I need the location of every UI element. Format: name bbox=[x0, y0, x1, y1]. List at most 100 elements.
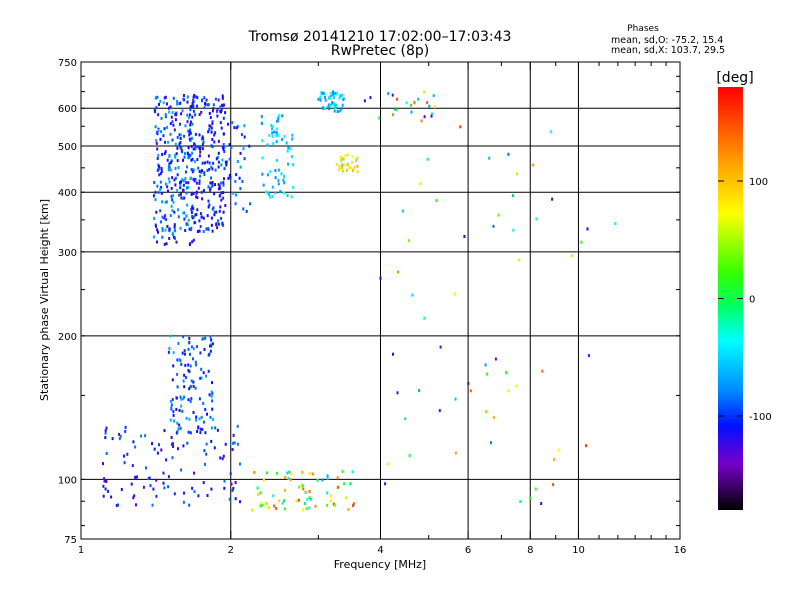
data-point bbox=[207, 369, 210, 373]
data-point bbox=[273, 130, 276, 134]
data-point bbox=[169, 399, 172, 403]
data-point bbox=[396, 108, 399, 112]
data-point bbox=[191, 101, 194, 105]
data-point bbox=[200, 110, 203, 114]
data-point bbox=[492, 224, 495, 228]
data-point bbox=[202, 230, 205, 234]
data-point bbox=[333, 91, 336, 95]
data-point bbox=[168, 154, 171, 158]
data-point bbox=[159, 220, 162, 224]
data-point bbox=[277, 168, 280, 172]
data-point bbox=[214, 97, 217, 101]
data-point bbox=[180, 112, 183, 116]
data-point bbox=[186, 151, 189, 155]
colorbar-tick-label: 100 bbox=[749, 177, 768, 188]
data-point bbox=[173, 492, 176, 496]
data-point bbox=[188, 130, 191, 134]
data-point bbox=[172, 410, 175, 414]
data-point bbox=[193, 221, 196, 225]
data-point bbox=[223, 103, 225, 107]
data-point bbox=[180, 468, 183, 472]
data-point bbox=[197, 186, 200, 190]
data-point bbox=[279, 190, 282, 193]
data-point bbox=[243, 157, 246, 161]
data-point bbox=[198, 181, 201, 185]
data-point bbox=[168, 229, 171, 233]
data-point bbox=[346, 153, 349, 157]
data-point bbox=[171, 138, 174, 142]
data-point bbox=[333, 109, 336, 113]
data-point bbox=[172, 445, 175, 448]
data-point bbox=[195, 363, 198, 367]
data-point bbox=[211, 342, 214, 346]
data-point bbox=[328, 107, 330, 111]
data-point bbox=[159, 209, 162, 213]
data-point bbox=[234, 179, 237, 183]
data-point bbox=[103, 479, 106, 483]
data-point bbox=[110, 495, 113, 499]
data-point bbox=[152, 487, 155, 491]
data-point bbox=[272, 494, 275, 498]
data-point bbox=[187, 347, 190, 351]
data-point bbox=[185, 214, 188, 218]
data-point bbox=[211, 407, 214, 411]
data-point bbox=[229, 472, 232, 476]
data-point bbox=[529, 496, 531, 500]
data-point bbox=[221, 146, 224, 149]
data-point bbox=[278, 114, 281, 117]
data-point bbox=[212, 103, 215, 107]
data-point bbox=[217, 139, 220, 143]
data-point bbox=[170, 204, 173, 208]
data-point bbox=[413, 100, 416, 104]
data-point bbox=[166, 158, 169, 162]
data-point bbox=[182, 500, 185, 504]
data-point bbox=[344, 154, 347, 158]
data-point bbox=[188, 133, 191, 137]
data-point bbox=[154, 125, 157, 129]
data-point bbox=[201, 427, 204, 431]
data-point bbox=[308, 506, 311, 510]
data-point bbox=[454, 397, 457, 401]
data-point bbox=[326, 503, 329, 507]
data-point bbox=[410, 103, 412, 107]
data-point bbox=[211, 167, 214, 171]
data-point bbox=[170, 406, 173, 410]
data-point bbox=[210, 426, 213, 430]
data-point bbox=[172, 351, 175, 355]
data-point bbox=[202, 216, 205, 220]
data-point bbox=[168, 106, 170, 110]
data-point bbox=[182, 97, 185, 101]
data-point bbox=[281, 501, 284, 505]
data-point bbox=[205, 98, 208, 102]
data-point bbox=[184, 177, 187, 181]
data-point bbox=[193, 490, 196, 494]
data-point bbox=[551, 197, 554, 201]
data-point bbox=[175, 152, 178, 156]
data-point bbox=[156, 228, 159, 232]
data-point bbox=[161, 200, 164, 204]
data-point bbox=[207, 353, 210, 357]
data-point bbox=[188, 370, 191, 373]
data-point bbox=[176, 99, 179, 103]
data-point bbox=[391, 93, 394, 97]
data-point bbox=[191, 136, 194, 140]
x-tick-labels: 1 2 4 6 8 10 16 bbox=[78, 545, 687, 556]
data-point bbox=[190, 210, 193, 214]
data-point bbox=[553, 457, 555, 461]
data-point bbox=[169, 122, 172, 126]
data-point bbox=[178, 133, 181, 137]
data-point bbox=[202, 189, 205, 193]
data-point bbox=[208, 167, 211, 171]
data-point bbox=[173, 153, 176, 157]
data-point bbox=[186, 120, 189, 124]
data-point bbox=[515, 384, 518, 388]
data-point bbox=[181, 109, 184, 113]
data-point bbox=[171, 456, 174, 460]
data-point bbox=[188, 387, 191, 391]
data-point bbox=[185, 416, 188, 420]
data-point bbox=[217, 183, 220, 187]
data-point bbox=[341, 93, 344, 97]
data-point bbox=[211, 399, 214, 403]
data-point bbox=[268, 193, 270, 196]
data-point bbox=[342, 97, 345, 101]
